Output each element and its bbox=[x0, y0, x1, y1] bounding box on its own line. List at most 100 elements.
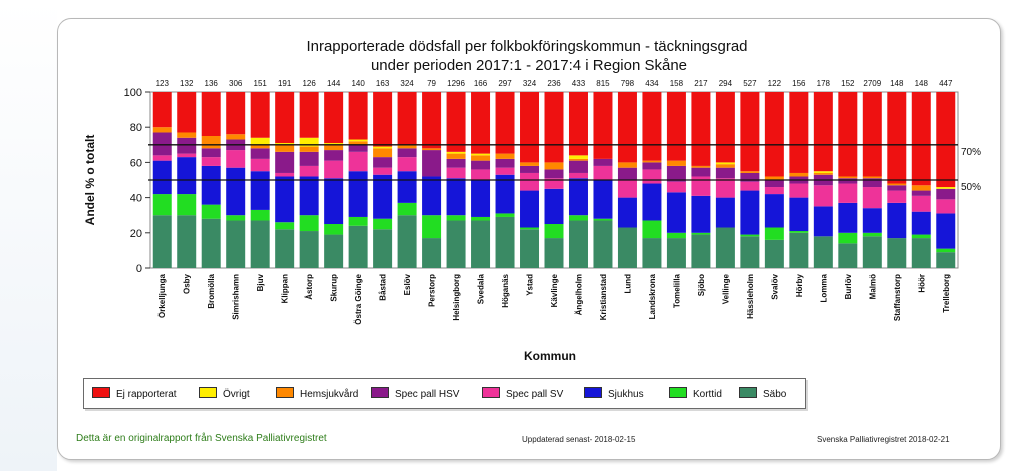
page-left-border bbox=[0, 0, 57, 471]
bar-segment-ej-rapporterat bbox=[764, 92, 784, 177]
bar-segment-korttid bbox=[764, 227, 784, 240]
chart-subtitle: under perioden 2017:1 - 2017:4 i Region … bbox=[371, 57, 687, 74]
bar-segment-sjukhus bbox=[397, 171, 417, 203]
bar-segment-spec-pall-sv bbox=[495, 167, 515, 175]
bar-segment-korttid bbox=[324, 224, 344, 235]
x-tick-label: Bjuv bbox=[256, 273, 265, 291]
legend-label: Sjukhus bbox=[608, 389, 644, 400]
bar-segment-korttid bbox=[250, 209, 270, 221]
bar-segment-s-bo bbox=[520, 229, 540, 268]
bar-segment-ej-rapporterat bbox=[838, 92, 858, 177]
footer-source-note: Detta är en originalrapport från Svenska… bbox=[76, 433, 327, 444]
bar-segment-spec-pall-sv bbox=[397, 157, 417, 172]
bar-segment-korttid bbox=[642, 220, 662, 239]
legend-swatch bbox=[669, 387, 687, 398]
x-tick-label: Landskrona bbox=[648, 273, 657, 319]
legend-label: Korttid bbox=[693, 389, 722, 400]
bar-segment-spec-pall-hsv bbox=[397, 148, 417, 158]
bar-total-label: 123 bbox=[156, 79, 170, 88]
bar-segment-spec-pall-hsv bbox=[764, 180, 784, 188]
bar-segment-hemsjukv-rd bbox=[299, 146, 319, 152]
bar-total-label: 191 bbox=[278, 79, 292, 88]
bar-segment-spec-pall-hsv bbox=[911, 190, 931, 196]
bar-segment-s-bo bbox=[715, 227, 735, 268]
bar-total-label: 156 bbox=[792, 79, 806, 88]
bar-segment-s-bo bbox=[373, 229, 393, 268]
bar-segment-spec-pall-sv bbox=[617, 180, 637, 198]
bar-total-label: 297 bbox=[498, 79, 512, 88]
bar-segment-s-bo bbox=[152, 215, 172, 268]
bar-segment-spec-pall-sv bbox=[691, 176, 711, 196]
bar-segment-korttid bbox=[568, 215, 588, 221]
x-tick-label: Svedala bbox=[477, 273, 486, 304]
bar-segment-sjukhus bbox=[593, 180, 613, 219]
bar-segment-hemsjukv-rd bbox=[324, 144, 344, 151]
x-tick-label: Skurup bbox=[330, 274, 339, 302]
x-tick-label: Örkelljunga bbox=[158, 273, 167, 318]
bar-segment-hemsjukv-rd bbox=[813, 172, 833, 175]
bar-segment-ej-rapporterat bbox=[715, 92, 735, 163]
x-tick-label: Helsingborg bbox=[452, 274, 461, 321]
bar-segment-sjukhus bbox=[446, 178, 466, 216]
bar-segment-korttid bbox=[862, 232, 882, 237]
bar-segment-ej-rapporterat bbox=[936, 92, 956, 188]
x-tick-label: Eslöv bbox=[403, 273, 412, 295]
x-tick-label: Båstad bbox=[379, 274, 388, 301]
bar-segment-s-bo bbox=[740, 236, 760, 268]
bar-total-label: 324 bbox=[523, 79, 537, 88]
bar-segment-spec-pall-sv bbox=[764, 187, 784, 195]
x-tick-label: Malmö bbox=[868, 274, 877, 299]
bar-segment-sjukhus bbox=[764, 194, 784, 228]
bar-segment-korttid bbox=[666, 232, 686, 239]
x-tick-label: Osby bbox=[183, 273, 192, 294]
bar-segment-spec-pall-hsv bbox=[446, 158, 466, 168]
bar-segment-spec-pall-hsv bbox=[617, 167, 637, 180]
bar-segment-hemsjukv-rd bbox=[177, 132, 197, 138]
bar-segment-ej-rapporterat bbox=[691, 92, 711, 166]
bar-segment-spec-pall-hsv bbox=[324, 150, 344, 161]
bar-segment-ej-rapporterat bbox=[348, 92, 368, 140]
bar-segment-ej-rapporterat bbox=[911, 92, 931, 186]
bar-segment-korttid bbox=[299, 215, 319, 232]
bar-segment-sjukhus bbox=[813, 206, 833, 237]
bar-segment-ej-rapporterat bbox=[324, 92, 344, 144]
legend-swatch bbox=[199, 387, 217, 398]
bar-segment-hemsjukv-rd bbox=[471, 155, 491, 161]
bar-segment-sjukhus bbox=[789, 197, 809, 232]
bar-segment-spec-pall-hsv bbox=[152, 132, 172, 156]
legend-item: Spec pall HSV bbox=[371, 387, 459, 400]
x-tick-label: Staffanstorp bbox=[893, 274, 902, 321]
bar-segment--vrigt bbox=[275, 143, 295, 145]
bar-segment-spec-pall-hsv bbox=[740, 172, 760, 182]
bar-segment--vrigt bbox=[471, 153, 491, 156]
bar-segment-spec-pall-sv bbox=[226, 150, 246, 168]
bar-segment-sjukhus bbox=[838, 202, 858, 233]
bar-segment-s-bo bbox=[593, 220, 613, 268]
bar-segment-sjukhus bbox=[226, 167, 246, 216]
bar-total-label: 122 bbox=[768, 79, 782, 88]
bar-segment-sjukhus bbox=[936, 213, 956, 249]
bar-segment-spec-pall-hsv bbox=[177, 137, 197, 154]
bar-segment-sjukhus bbox=[177, 157, 197, 195]
bar-segment-s-bo bbox=[275, 229, 295, 268]
bar-segment--vrigt bbox=[568, 155, 588, 159]
bar-segment-s-bo bbox=[862, 236, 882, 268]
bar-segment-korttid bbox=[789, 231, 809, 233]
bar-segment-spec-pall-sv bbox=[593, 165, 613, 180]
bar-segment-ej-rapporterat bbox=[397, 92, 417, 145]
bar-segment-korttid bbox=[152, 194, 172, 216]
bar-segment-korttid bbox=[446, 215, 466, 221]
bar-segment-ej-rapporterat bbox=[495, 92, 515, 154]
bar-segment-s-bo bbox=[397, 215, 417, 268]
bar-total-label: 798 bbox=[621, 79, 635, 88]
legend-item: Sjukhus bbox=[584, 387, 644, 400]
bar-segment-hemsjukv-rd bbox=[617, 162, 637, 168]
bar-segment-hemsjukv-rd bbox=[862, 176, 882, 179]
bar-segment-s-bo bbox=[642, 238, 662, 268]
bar-segment-spec-pall-sv bbox=[275, 172, 295, 177]
bar-segment-sjukhus bbox=[201, 165, 221, 205]
y-tick-label: 100 bbox=[124, 87, 142, 99]
bar-segment-ej-rapporterat bbox=[422, 92, 442, 149]
bar-segment-spec-pall-sv bbox=[324, 160, 344, 179]
bar-segment-s-bo bbox=[838, 243, 858, 268]
